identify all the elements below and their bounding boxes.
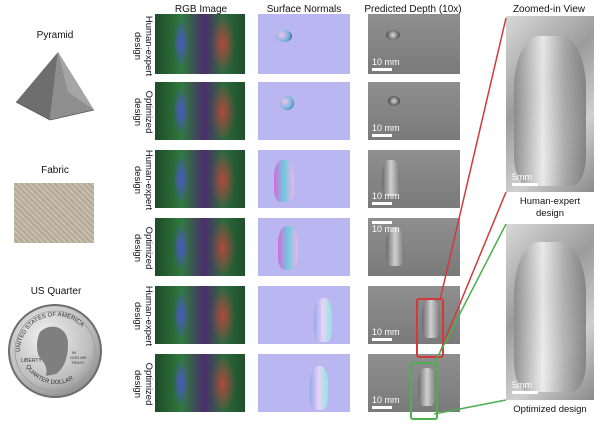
- zoom-caption-optimized-line1: Optimized design: [513, 404, 587, 415]
- rgb-image-row-5: [155, 286, 245, 344]
- row-label-5-line2: design: [132, 302, 143, 330]
- row-label-1-line1: Human-expert: [143, 15, 154, 77]
- fabric-swatch: [14, 183, 94, 243]
- normals-row-3: [258, 150, 350, 208]
- depth-scalebar-row-2: [372, 134, 392, 137]
- depth-scalebar-row-6: [372, 406, 392, 409]
- depth-scale-label-row-2: 10 mm: [372, 123, 400, 133]
- row-label-6: Optimized design: [130, 349, 154, 419]
- normals-row-2: [258, 82, 350, 140]
- row-label-6-line1: Optimized: [143, 362, 154, 406]
- normals-row-6: [258, 354, 350, 412]
- row-label-2: Optimized design: [130, 77, 154, 147]
- depth-scale-label-row-1: 10 mm: [372, 57, 400, 67]
- row-label-4-line2: design: [132, 234, 143, 262]
- depth-scalebar-row-3: [372, 202, 392, 205]
- row-label-3-line2: design: [132, 166, 143, 194]
- row-label-6-line2: design: [132, 370, 143, 398]
- depth-scale-label-row-4: 10 mm: [372, 224, 400, 234]
- depth-scalebar-row-5: [372, 338, 392, 341]
- optimized-highlight-box: [410, 362, 438, 420]
- depth-scale-label-row-6: 10 mm: [372, 395, 400, 405]
- coin-motto-line1: IN: [72, 350, 76, 355]
- depth-scale-label-row-5: 10 mm: [372, 327, 400, 337]
- zoom-scale-label-human: 5mm: [512, 172, 532, 182]
- object-label-fabric: Fabric: [41, 165, 69, 176]
- row-label-5: Human-expert design: [130, 281, 154, 351]
- header-surface-normals: Surface Normals: [266, 4, 342, 15]
- zoom-panel-human-expert: 5mm: [506, 16, 594, 192]
- rgb-image-row-1: [155, 14, 245, 74]
- header-predicted-depth: Predicted Depth (10x): [364, 4, 462, 15]
- rgb-image-row-4: [155, 218, 245, 276]
- depth-row-3: 10 mm: [368, 150, 460, 208]
- normals-row-4: [258, 218, 350, 276]
- object-label-pyramid: Pyramid: [36, 30, 74, 41]
- row-label-5-line1: Human-expert: [143, 285, 154, 347]
- row-label-1: Human-expert design: [130, 11, 154, 81]
- row-label-3: Human-expert design: [130, 145, 154, 215]
- depth-scalebar-row-1: [372, 68, 392, 71]
- zoom-caption-human-expert: Human-expert design: [504, 196, 596, 220]
- coin-liberty-text: LIBERTY: [21, 358, 42, 364]
- row-label-2-line2: design: [132, 98, 143, 126]
- row-label-4: Optimized design: [130, 213, 154, 283]
- zoom-scalebar-optimized: [512, 391, 538, 394]
- coin-motto-line2: GOD WE: [70, 355, 87, 360]
- header-zoomed-in-view: Zoomed-in View: [512, 4, 586, 15]
- row-label-4-line1: Optimized: [143, 226, 154, 270]
- human-expert-highlight-box: [416, 298, 444, 358]
- zoom-caption-optimized: Optimized design: [504, 404, 596, 416]
- depth-scale-label-row-3: 10 mm: [372, 191, 400, 201]
- zoom-caption-human-line2: design: [536, 208, 564, 219]
- header-rgb-image: RGB Image: [174, 4, 228, 15]
- quarter-coin-illustration: UNITED STATES OF AMERICA QUARTER DOLLAR …: [8, 304, 102, 398]
- row-label-1-line2: design: [132, 32, 143, 60]
- zoom-panel-optimized: 5mm: [506, 224, 594, 400]
- depth-scalebar-row-4: [372, 221, 392, 224]
- row-label-3-line1: Human-expert: [143, 149, 154, 211]
- zoom-scale-label-optimized: 5mm: [512, 380, 532, 390]
- zoom-scalebar-human: [512, 183, 538, 186]
- coin-motto-line3: TRUST: [71, 360, 85, 365]
- pyramid-illustration: [15, 52, 95, 121]
- rgb-image-row-6: [155, 354, 245, 412]
- depth-row-4: 10 mm: [368, 218, 460, 276]
- depth-row-1: 10 mm: [368, 14, 460, 74]
- normals-row-5: [258, 286, 350, 344]
- rgb-image-row-3: [155, 150, 245, 208]
- depth-row-2: 10 mm: [368, 82, 460, 140]
- rgb-image-row-2: [155, 82, 245, 140]
- object-label-us-quarter: US Quarter: [30, 286, 82, 297]
- depth-row-5: 10 mm: [368, 286, 460, 344]
- zoom-caption-human-line1: Human-expert: [519, 196, 581, 207]
- row-label-2-line1: Optimized: [143, 90, 154, 134]
- normals-row-1: [258, 14, 350, 74]
